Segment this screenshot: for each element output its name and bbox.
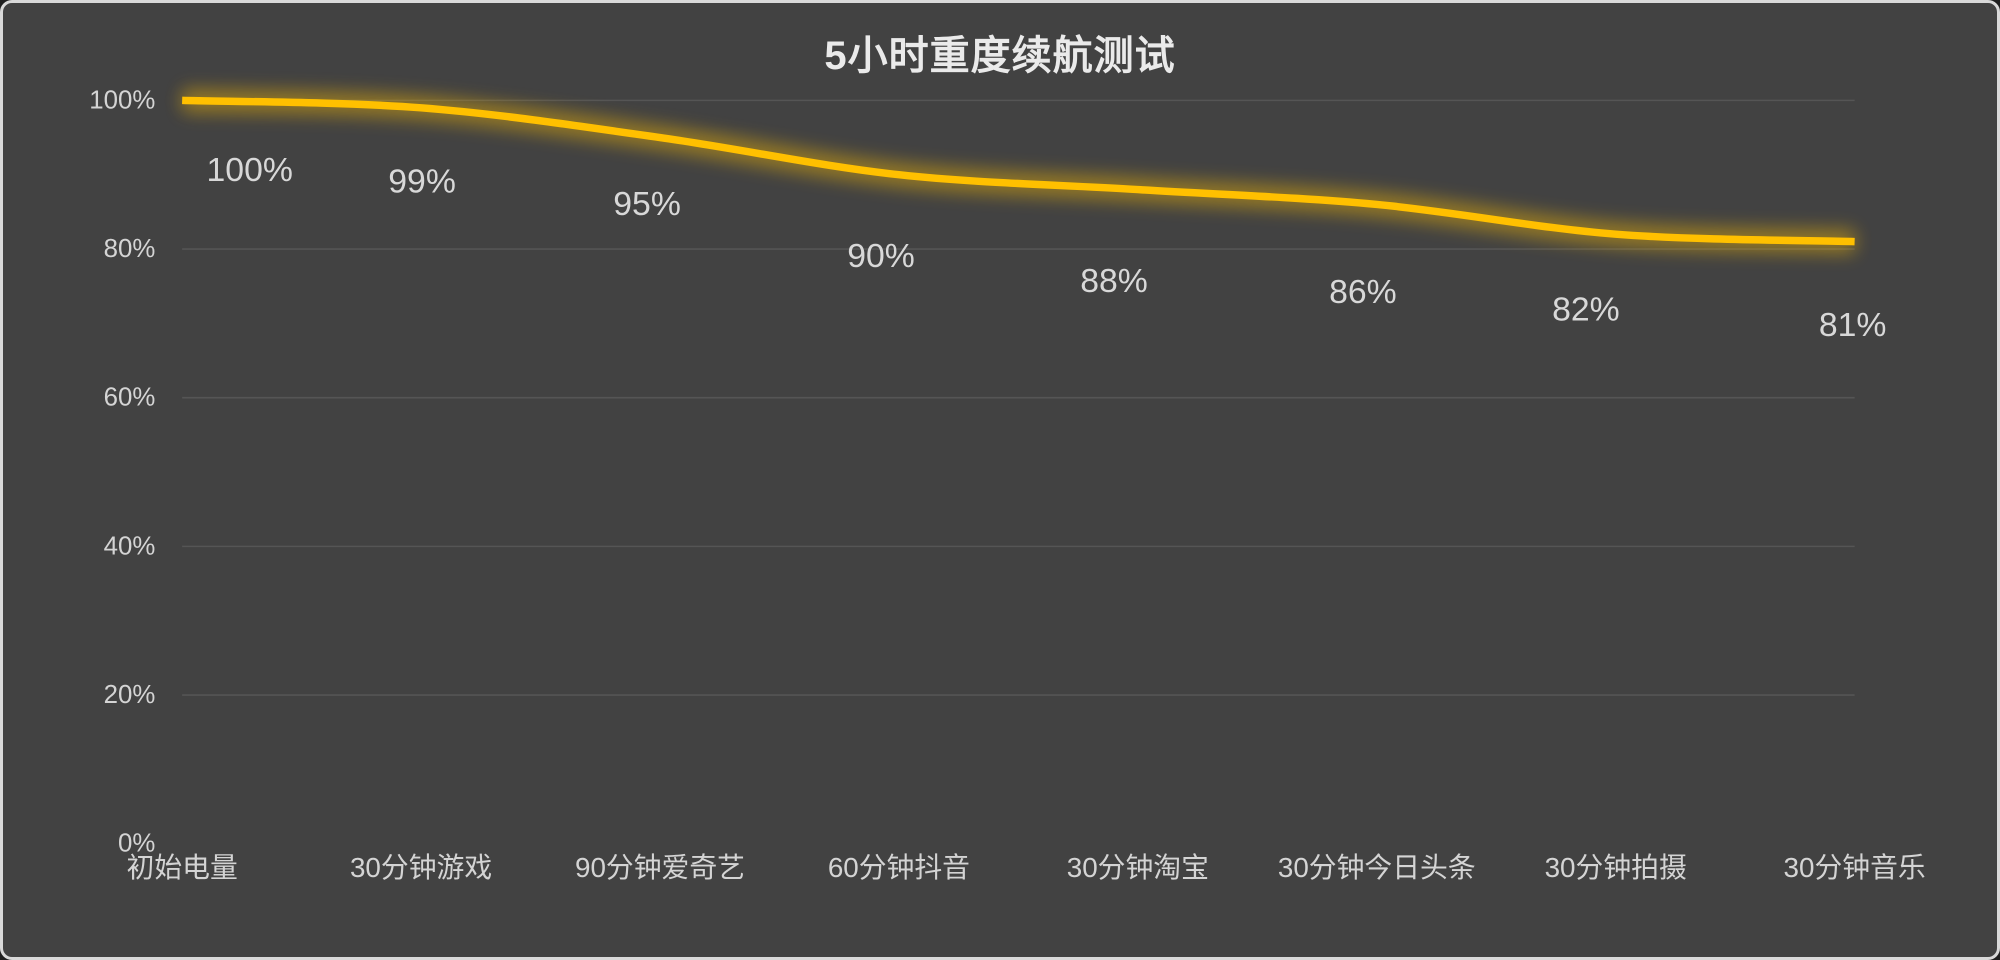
chart-title: 5小时重度续航测试 [824, 34, 1176, 78]
x-axis-label: 90分钟爱奇艺 [575, 852, 745, 883]
series-line [182, 96, 1855, 246]
y-tick-label: 100% [89, 86, 155, 114]
data-label: 99% [388, 162, 456, 200]
data-label: 81% [1819, 306, 1887, 344]
y-tick-label: 40% [104, 532, 156, 560]
x-axis-label: 60分钟抖音 [828, 852, 970, 883]
data-label: 82% [1552, 291, 1620, 329]
x-axis-label: 30分钟游戏 [350, 852, 492, 883]
y-tick-label: 20% [104, 681, 156, 709]
data-label: 90% [847, 237, 915, 275]
x-axis-label: 30分钟拍摄 [1545, 852, 1687, 883]
x-axis-label: 初始电量 [127, 852, 238, 883]
y-tick-label: 60% [104, 384, 156, 412]
data-label: 86% [1329, 273, 1397, 311]
data-label: 88% [1080, 262, 1148, 300]
x-axis-label: 30分钟今日头条 [1278, 852, 1476, 883]
y-tick-label: 0% [118, 830, 155, 858]
data-label: 95% [613, 185, 681, 223]
x-axis-label: 30分钟淘宝 [1067, 852, 1209, 883]
x-axis-label: 30分钟音乐 [1784, 852, 1926, 883]
series-group [181, 87, 1856, 255]
battery-line-chart: 100% 80% 60% 40% 20% 0%初始电量 30分钟游戏 90分钟爱奇艺 60分钟抖… [89, 86, 1925, 883]
labels-group: 100% 80% 60% 40% 20% 0%初始电量 30分钟游戏 90分钟爱奇艺 60分钟抖… [89, 86, 1925, 883]
y-tick-label: 80% [104, 235, 156, 263]
data-label: 100% [207, 151, 293, 189]
